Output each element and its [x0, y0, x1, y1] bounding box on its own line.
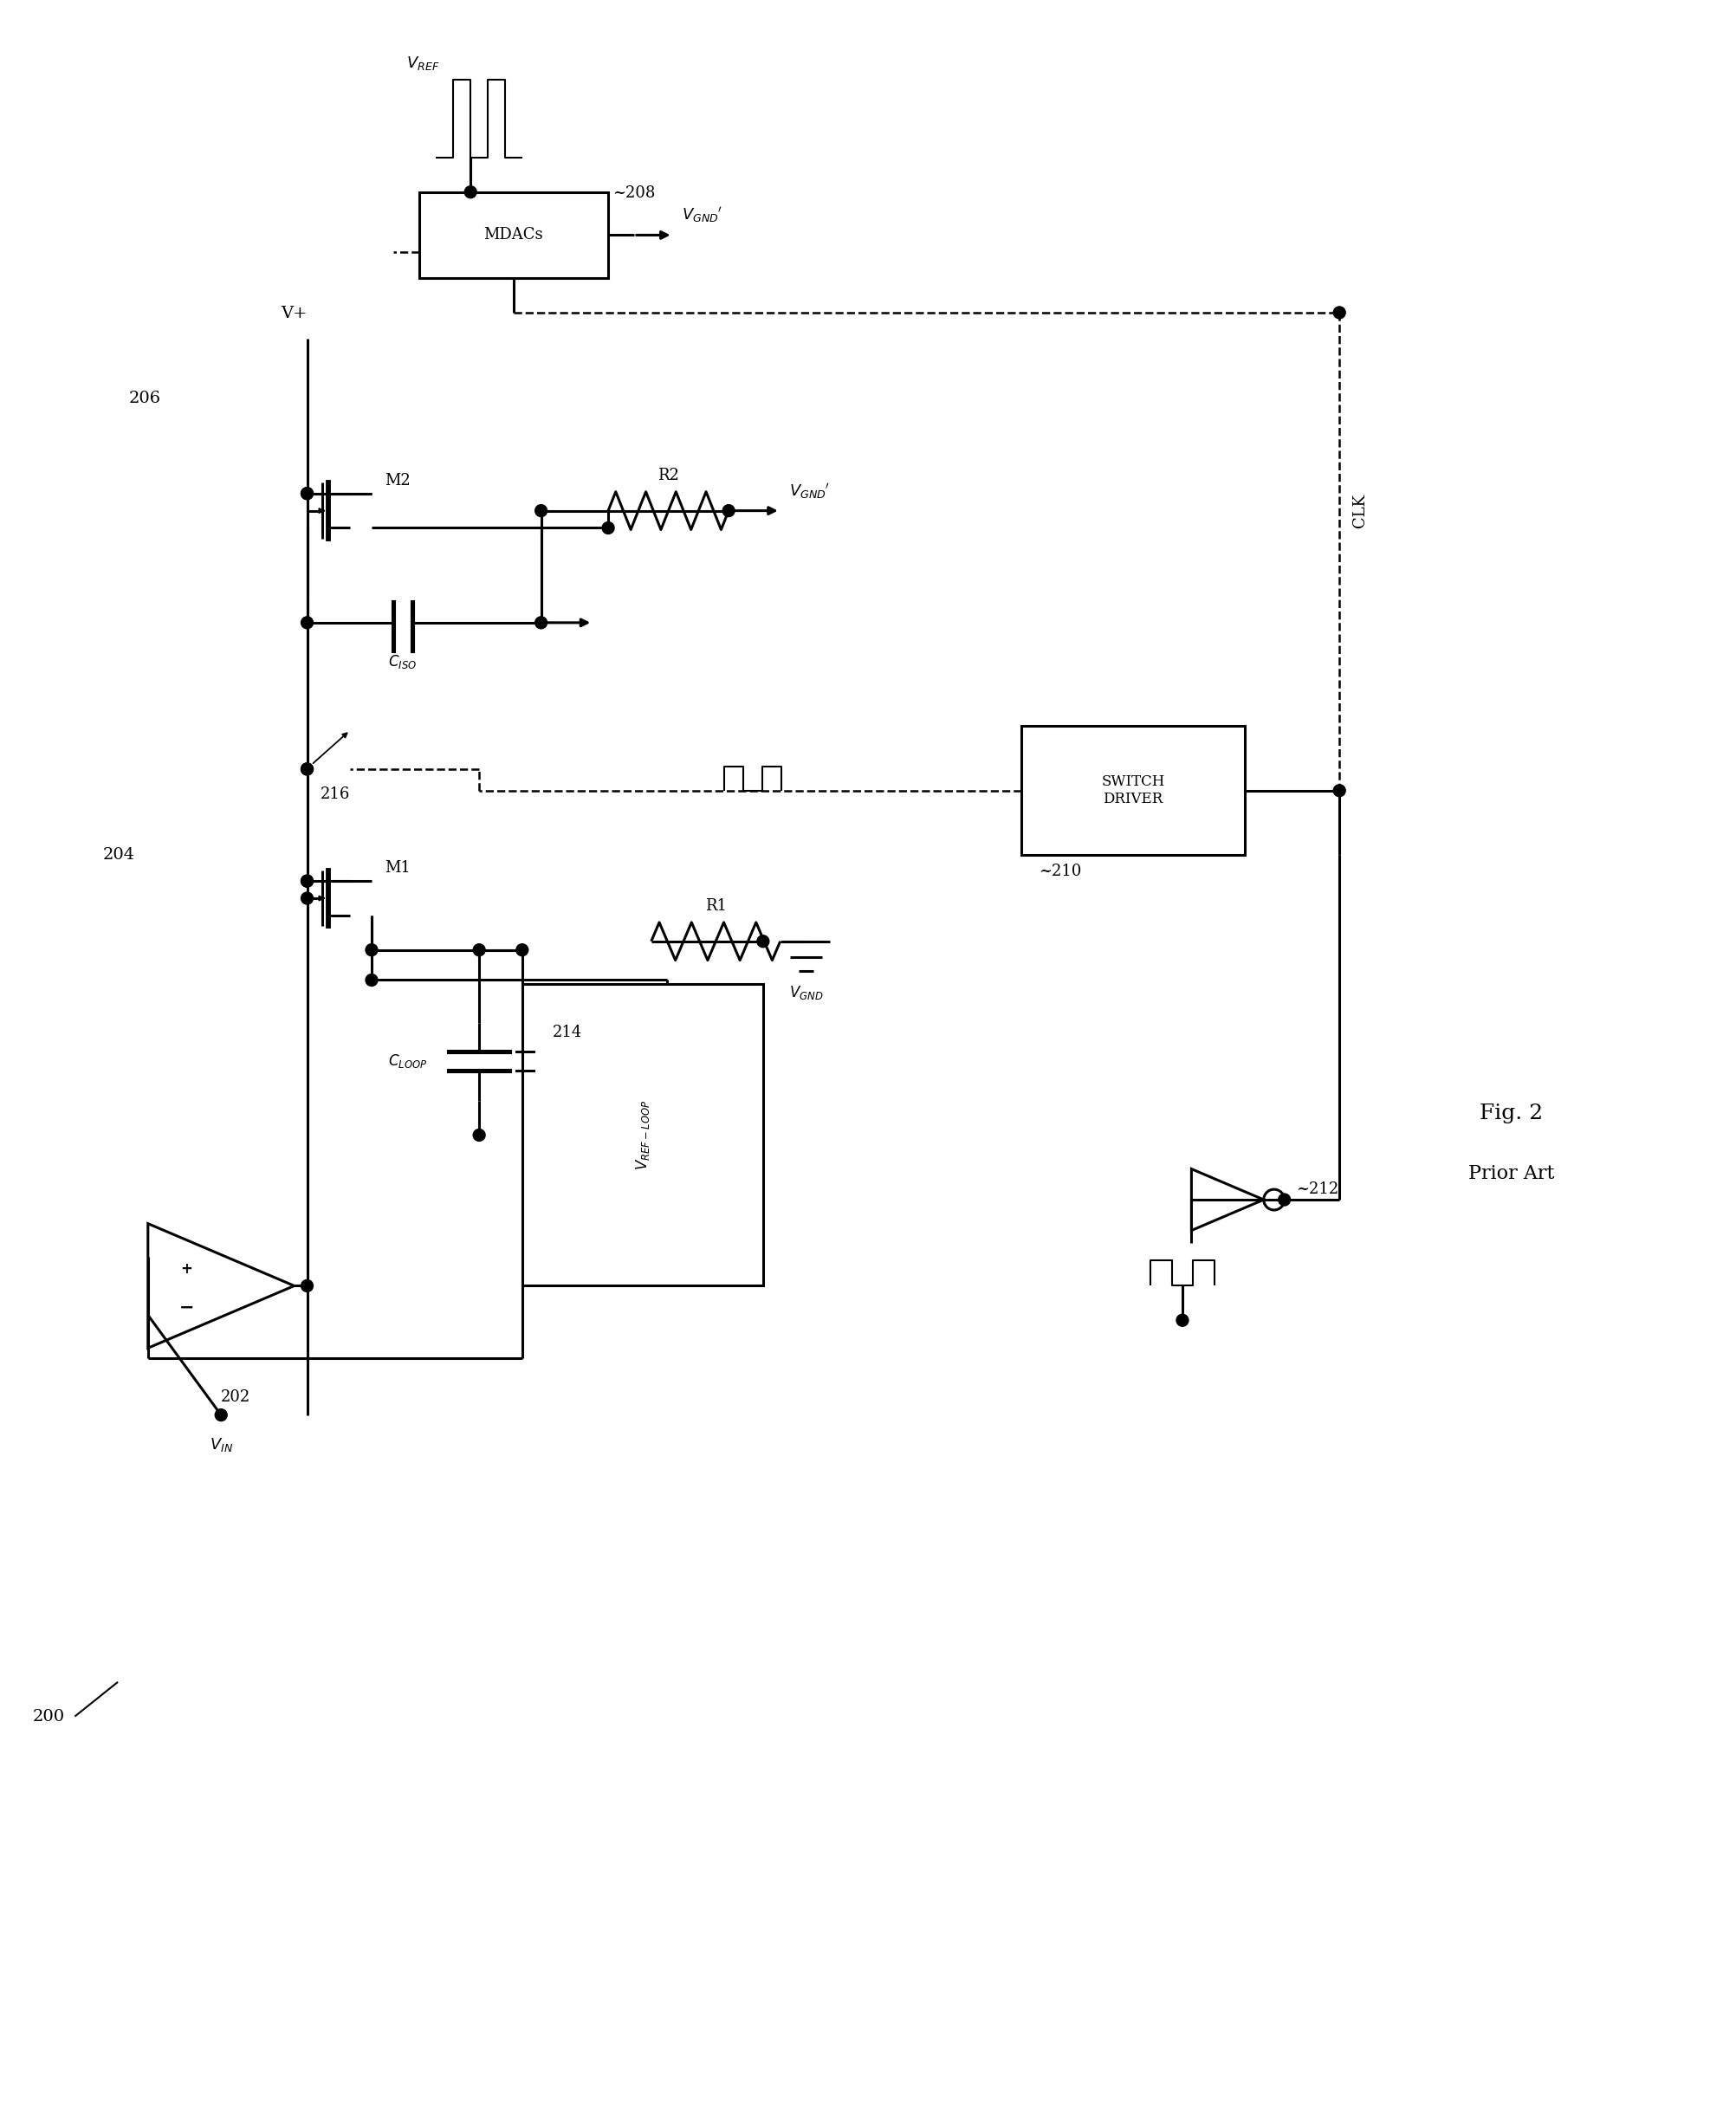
Text: R2: R2 — [658, 468, 679, 483]
Text: M2: M2 — [385, 473, 410, 487]
Circle shape — [722, 504, 734, 517]
Circle shape — [300, 487, 312, 500]
Circle shape — [300, 876, 312, 886]
Text: V+: V+ — [281, 306, 307, 321]
Text: ~212: ~212 — [1297, 1182, 1338, 1196]
Text: $C_{ISO}$: $C_{ISO}$ — [389, 652, 417, 671]
Circle shape — [757, 935, 769, 947]
Circle shape — [300, 616, 312, 629]
Circle shape — [602, 521, 615, 534]
Circle shape — [300, 876, 312, 886]
Bar — [523, 985, 764, 1285]
Text: MDACs: MDACs — [484, 228, 543, 243]
Text: 202: 202 — [220, 1388, 250, 1405]
Circle shape — [300, 764, 312, 774]
Text: 216: 216 — [319, 787, 349, 802]
Circle shape — [300, 893, 312, 905]
Text: 206: 206 — [128, 390, 161, 407]
Circle shape — [300, 764, 312, 774]
Text: CLK: CLK — [1352, 494, 1368, 528]
Text: SWITCH
DRIVER: SWITCH DRIVER — [1101, 774, 1165, 806]
Text: $V_{GND}$$'$: $V_{GND}$$'$ — [788, 481, 830, 500]
Text: 200: 200 — [33, 1709, 66, 1724]
Text: $V_{GND}$$'$: $V_{GND}$$'$ — [681, 205, 722, 226]
Text: Fig. 2: Fig. 2 — [1479, 1104, 1543, 1123]
Circle shape — [516, 943, 528, 956]
Circle shape — [300, 1281, 312, 1291]
Circle shape — [474, 1129, 484, 1142]
Circle shape — [535, 504, 547, 517]
Text: $V_{REF-LOOP}$: $V_{REF-LOOP}$ — [634, 1099, 651, 1171]
Bar — [418, 192, 608, 279]
Text: ~210: ~210 — [1038, 863, 1082, 880]
Text: $V_{REF}$: $V_{REF}$ — [406, 55, 439, 72]
Circle shape — [1333, 306, 1345, 319]
Circle shape — [1278, 1194, 1290, 1205]
Text: $C_{LOOP}$: $C_{LOOP}$ — [389, 1053, 427, 1070]
Circle shape — [1177, 1315, 1189, 1327]
Text: $V_{GND}$: $V_{GND}$ — [788, 985, 823, 1002]
Circle shape — [215, 1409, 227, 1420]
Text: M1: M1 — [385, 861, 410, 876]
Text: 214: 214 — [552, 1025, 582, 1040]
Circle shape — [1333, 785, 1345, 798]
Circle shape — [366, 943, 378, 956]
Bar — [1021, 726, 1245, 855]
Text: $V_{IN}$: $V_{IN}$ — [210, 1437, 233, 1454]
Circle shape — [366, 975, 378, 985]
Text: ~208: ~208 — [613, 186, 654, 200]
Text: −: − — [179, 1298, 194, 1317]
Text: R1: R1 — [705, 899, 727, 914]
Text: +: + — [181, 1262, 193, 1277]
Circle shape — [465, 186, 477, 198]
Text: 204: 204 — [102, 848, 135, 863]
Circle shape — [474, 943, 484, 956]
Circle shape — [300, 487, 312, 500]
Text: Prior Art: Prior Art — [1469, 1165, 1554, 1184]
Circle shape — [535, 616, 547, 629]
